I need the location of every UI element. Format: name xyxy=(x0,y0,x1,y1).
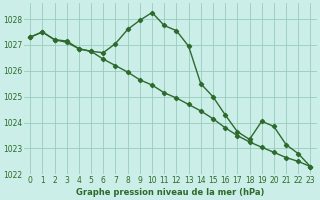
X-axis label: Graphe pression niveau de la mer (hPa): Graphe pression niveau de la mer (hPa) xyxy=(76,188,265,197)
